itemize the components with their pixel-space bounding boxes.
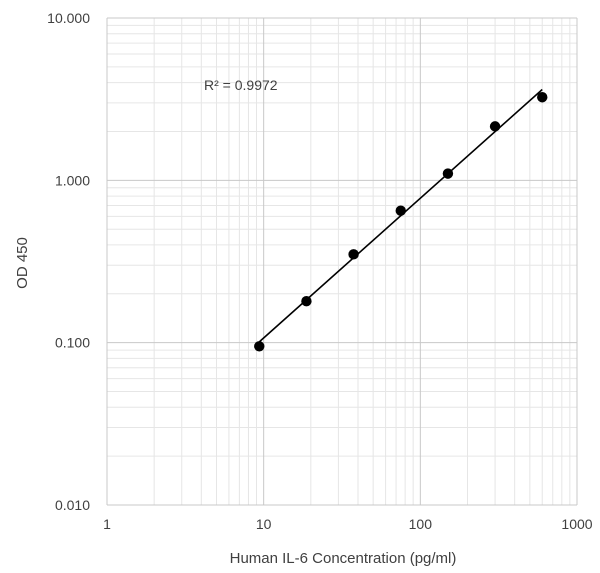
x-axis-tick-labels: 1 10 100 1000	[103, 516, 593, 532]
data-point	[537, 92, 548, 103]
data-point	[301, 296, 312, 307]
y-tick-label: 0.100	[55, 335, 90, 351]
r-squared-annotation: R² = 0.9972	[204, 77, 278, 93]
x-axis-title: Human IL-6 Concentration (pg/ml)	[230, 550, 457, 567]
minor-gridlines	[107, 18, 577, 505]
y-axis-title: OD 450	[14, 237, 31, 289]
x-tick-label: 1	[103, 516, 111, 532]
y-tick-label: 10.000	[47, 10, 90, 26]
y-tick-label: 1.000	[55, 172, 90, 188]
data-points	[254, 92, 548, 352]
y-tick-label: 0.010	[55, 497, 90, 513]
y-axis-tick-labels: 0.010 0.100 1.000 10.000	[47, 10, 90, 513]
major-gridlines	[106, 17, 578, 506]
x-tick-label: 100	[409, 516, 433, 532]
x-tick-label: 1000	[561, 516, 592, 532]
data-point	[348, 249, 359, 260]
x-tick-label: 10	[256, 516, 272, 532]
data-point	[489, 121, 501, 132]
data-point	[395, 205, 406, 216]
data-point	[442, 168, 454, 179]
data-point	[254, 341, 265, 352]
